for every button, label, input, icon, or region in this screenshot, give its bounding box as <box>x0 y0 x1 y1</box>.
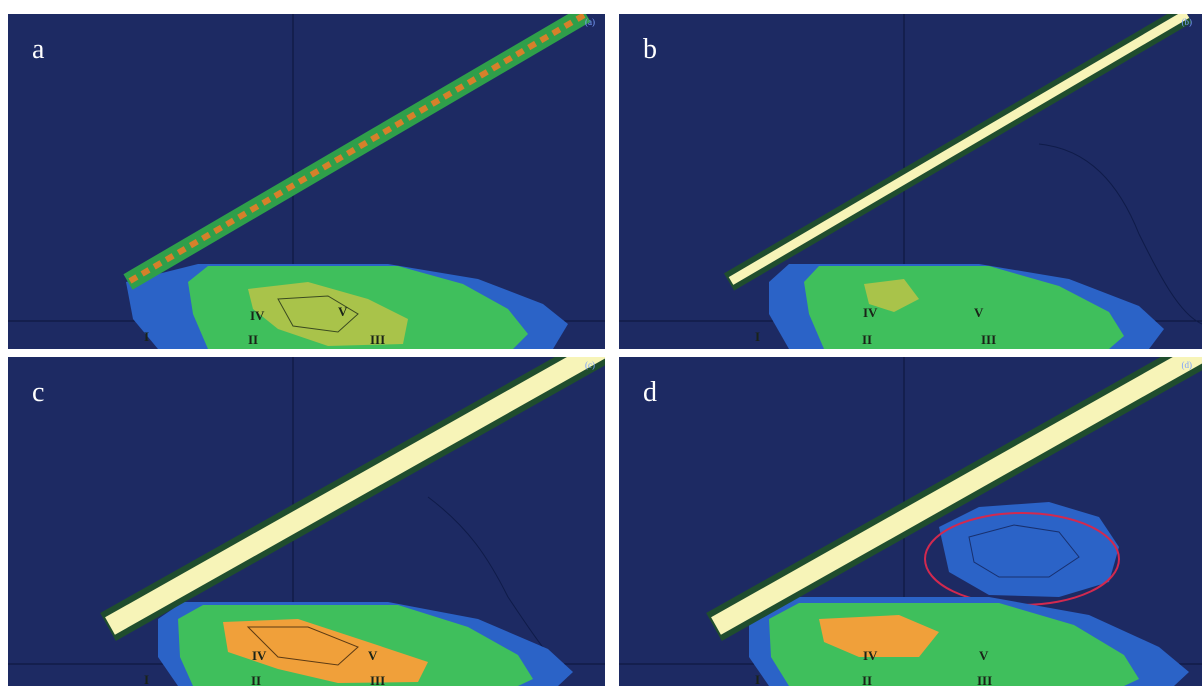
panel-c-plot: I II III IV V <box>8 357 605 686</box>
panel-label-c: c <box>32 377 45 408</box>
band-inner <box>728 14 1190 285</box>
panel-corner-c: (c) <box>585 360 595 370</box>
band-inner <box>711 357 1202 635</box>
zone-label-V: V <box>974 305 984 320</box>
zone-label-V: V <box>338 304 348 319</box>
panel-label-a: a <box>32 34 45 65</box>
band-inner <box>128 14 588 284</box>
zone-label-I: I <box>144 329 149 344</box>
panel-corner-d: (d) <box>1181 360 1193 370</box>
panel-a-plot: I II III IV V <box>8 14 605 349</box>
zone-label-IV: IV <box>863 648 878 663</box>
zone-label-III: III <box>981 332 996 347</box>
zone-label-II: II <box>862 673 872 686</box>
zone-label-V: V <box>368 648 378 663</box>
pool-core <box>864 279 919 312</box>
pool-core <box>223 619 428 683</box>
pool-core <box>819 615 939 657</box>
zone-label-III: III <box>370 673 385 686</box>
zone-label-IV: IV <box>250 308 265 323</box>
panel-a: I II III IV V a (a) <box>8 14 605 349</box>
panel-corner-b: (b) <box>1181 17 1193 27</box>
zone-label-IV: IV <box>252 648 267 663</box>
panel-c: I II III IV V c (c) <box>8 357 605 686</box>
zone-label-I: I <box>755 672 760 686</box>
zone-label-III: III <box>977 673 992 686</box>
zone-label-I: I <box>755 329 760 344</box>
panel-b: I II III IV V b (b) <box>619 14 1202 349</box>
panel-d-plot: I II III IV V <box>619 357 1202 686</box>
zone-label-V: V <box>979 648 989 663</box>
zone-label-II: II <box>248 332 258 347</box>
panel-label-d: d <box>643 377 657 408</box>
panel-d: I II III IV V d (d) <box>619 357 1202 686</box>
zone-label-I: I <box>144 672 149 686</box>
zone-label-II: II <box>251 673 261 686</box>
zone-label-II: II <box>862 332 872 347</box>
zone-label-III: III <box>370 332 385 347</box>
band-inner <box>105 357 605 635</box>
panel-label-b: b <box>643 34 657 65</box>
panel-b-plot: I II III IV V <box>619 14 1202 349</box>
zone-label-IV: IV <box>863 305 878 320</box>
upper-blob <box>939 502 1119 597</box>
panel-corner-a: (a) <box>585 17 595 27</box>
